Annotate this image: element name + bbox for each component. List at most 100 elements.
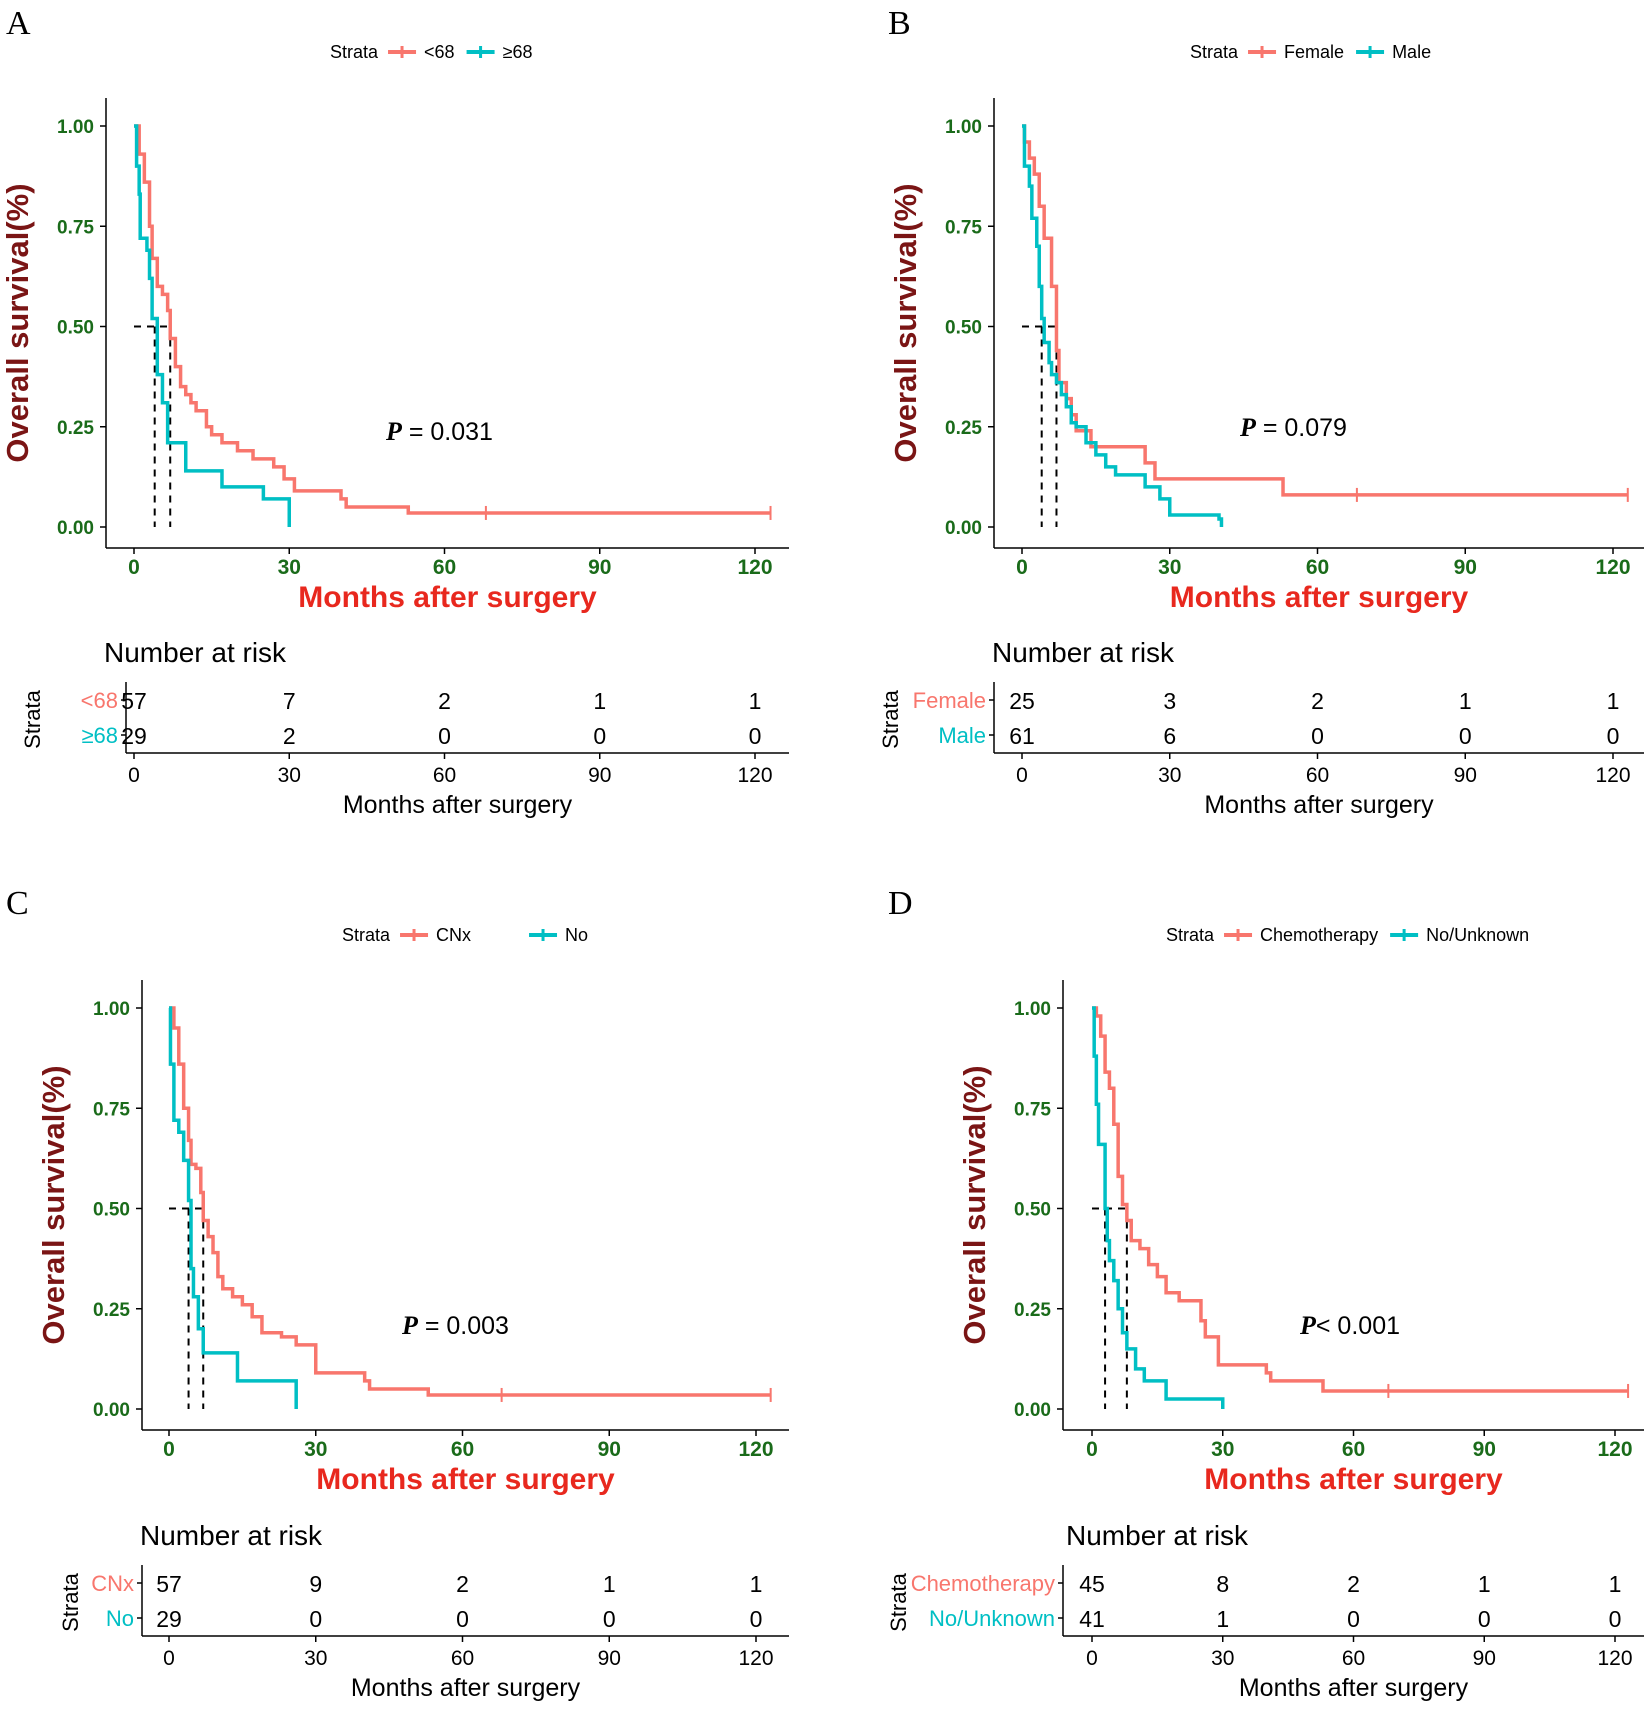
y-tick-label: 0.75	[93, 1099, 130, 1120]
risk-count: 1	[1459, 688, 1472, 714]
legend-label: ≥68	[503, 42, 533, 62]
legend-key	[388, 46, 417, 58]
risk-table: Number at risk Strata CNx 57 9 2 1 1 No 29 0 0 0 0 0 30…	[58, 1520, 789, 1702]
y-tick-label: 0.00	[93, 1400, 130, 1421]
legend-label: CNx	[436, 925, 471, 945]
series-male	[1022, 124, 1224, 527]
y-tick-label: 1.00	[57, 117, 94, 138]
y-tick-label: 0.50	[945, 318, 982, 339]
y-tick-label: 0.00	[945, 518, 982, 539]
risk-count: 2	[283, 723, 296, 749]
risk-x-tick-label: 60	[1342, 1647, 1365, 1670]
risk-x-tick-label: 120	[1595, 764, 1630, 787]
x-tick-label: 30	[1211, 1438, 1234, 1461]
risk-x-tick-label: 60	[1306, 764, 1329, 787]
x-tick-label: 90	[588, 556, 611, 579]
p-value-symbol: P	[401, 1311, 419, 1340]
x-tick-label: 120	[738, 1438, 773, 1461]
y-tick-label: 0.75	[57, 217, 94, 238]
risk-count: 0	[593, 723, 606, 749]
risk-table-title: Number at risk	[992, 637, 1175, 668]
legend: Strata Female Male	[1190, 42, 1431, 62]
y-axis-label: Overall survival(%)	[957, 1065, 992, 1344]
risk-count: 1	[1607, 688, 1620, 714]
y-tick-label: 0.25	[945, 418, 982, 439]
p-value-number: = 0.079	[1256, 414, 1347, 442]
risk-count: 6	[1163, 723, 1176, 749]
axes: 0.00 0.25 0.50 0.75 1.00 0 30 60 90 120	[945, 98, 1644, 579]
risk-x-tick-label: 0	[128, 764, 140, 787]
x-tick-label: 0	[128, 556, 140, 579]
risk-count: 1	[1609, 1571, 1622, 1597]
panel-letter: A	[6, 5, 31, 42]
x-tick-label: 30	[304, 1438, 327, 1461]
risk-strata-label: Strata	[58, 1572, 83, 1631]
risk-count: 57	[121, 688, 147, 714]
risk-count: 1	[603, 1571, 616, 1597]
survival-curve	[169, 1006, 771, 1397]
legend-title: Strata	[1166, 925, 1215, 945]
axes: 0.00 0.25 0.50 0.75 1.00 0 30 60 90 120	[57, 98, 789, 579]
risk-strata-label: Strata	[20, 689, 45, 748]
risk-table-title: Number at risk	[140, 1520, 323, 1551]
risk-x-tick-label: 30	[304, 1647, 327, 1670]
p-value-symbol: P	[385, 417, 403, 446]
x-tick-label: 120	[1597, 1438, 1632, 1461]
risk-x-tick-label: 0	[1016, 764, 1028, 787]
survival-curve	[134, 124, 771, 515]
risk-count: 0	[1607, 723, 1620, 749]
survival-curve	[1022, 124, 1224, 527]
risk-count: 0	[1609, 1606, 1622, 1632]
risk-x-axis-label: Months after surgery	[1204, 791, 1434, 819]
risk-count: 61	[1009, 723, 1035, 749]
x-axis-label: Months after surgery	[1204, 1463, 1503, 1496]
risk-count: 0	[749, 723, 762, 749]
risk-x-tick-label: 30	[1158, 764, 1181, 787]
risk-x-tick-label: 30	[1211, 1647, 1234, 1670]
p-value-symbol: P	[1299, 1311, 1317, 1340]
p-value-number: = 0.003	[418, 1312, 509, 1340]
series-no	[168, 1006, 298, 1409]
risk-row-label: Male	[938, 723, 986, 748]
risk-count: 2	[1311, 688, 1324, 714]
risk-count: 1	[750, 1571, 763, 1597]
panel-letter: C	[6, 885, 29, 922]
risk-table: Number at risk Strata Chemotherapy 45 8 2 1 1 No…	[886, 1520, 1644, 1702]
x-tick-label: 120	[1595, 556, 1630, 579]
legend-key	[1356, 46, 1385, 58]
risk-x-tick-label: 90	[1473, 1647, 1496, 1670]
risk-count: 8	[1216, 1571, 1229, 1597]
risk-x-axis-label: Months after surgery	[343, 791, 573, 819]
legend: Strata Chemotherapy No/Unknown	[1166, 925, 1529, 945]
legend-key	[1248, 46, 1277, 58]
risk-count: 2	[1347, 1571, 1360, 1597]
risk-row-label: CNx	[91, 1571, 134, 1596]
legend-key	[400, 929, 429, 941]
risk-count: 0	[438, 723, 451, 749]
x-tick-label: 90	[1454, 556, 1477, 579]
y-tick-label: 0.50	[93, 1200, 130, 1221]
survival-curve	[1092, 1006, 1225, 1409]
risk-x-axis-label: Months after surgery	[1239, 1674, 1469, 1702]
x-axis-label: Months after surgery	[298, 581, 597, 614]
x-tick-label: 0	[1086, 1438, 1098, 1461]
risk-count: 29	[121, 723, 147, 749]
risk-row-label: Female	[913, 688, 986, 713]
legend: Strata <68 ≥68	[330, 42, 532, 62]
risk-count: 7	[283, 688, 296, 714]
risk-row-label: No/Unknown	[929, 1606, 1055, 1631]
y-tick-label: 0.50	[57, 318, 94, 339]
y-axis-label: Overall survival(%)	[36, 1065, 71, 1344]
risk-count: 1	[1478, 1571, 1491, 1597]
risk-x-tick-label: 0	[163, 1647, 175, 1670]
risk-x-tick-label: 0	[1086, 1647, 1098, 1670]
x-tick-label: 120	[737, 556, 772, 579]
legend-key	[1224, 929, 1253, 941]
survival-curve	[1092, 1006, 1629, 1393]
p-value-symbol: P	[1239, 413, 1257, 442]
risk-count: 0	[309, 1606, 322, 1632]
